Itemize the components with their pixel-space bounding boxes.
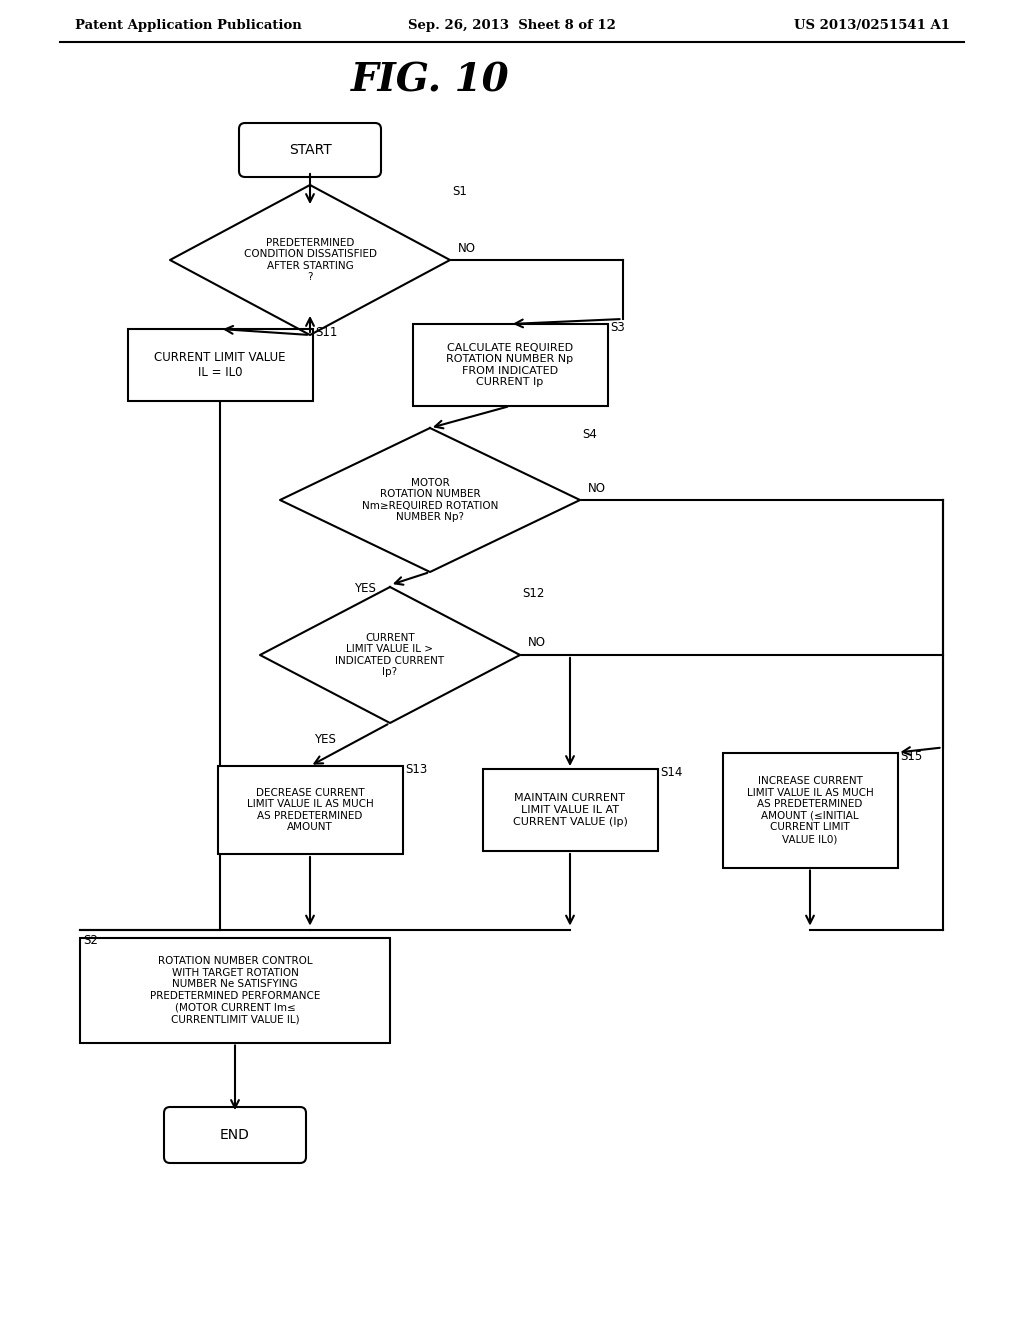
- Text: END: END: [220, 1129, 250, 1142]
- Text: YES: YES: [219, 343, 241, 356]
- Text: ROTATION NUMBER CONTROL
WITH TARGET ROTATION
NUMBER Ne SATISFYING
PREDETERMINED : ROTATION NUMBER CONTROL WITH TARGET ROTA…: [150, 956, 321, 1024]
- Polygon shape: [260, 587, 520, 723]
- Text: S3: S3: [610, 321, 626, 334]
- Text: S1: S1: [452, 185, 467, 198]
- Text: START: START: [289, 143, 332, 157]
- Text: NO: NO: [528, 636, 546, 649]
- Text: S15: S15: [900, 750, 923, 763]
- Text: PREDETERMINED
CONDITION DISSATISFIED
AFTER STARTING
?: PREDETERMINED CONDITION DISSATISFIED AFT…: [244, 238, 377, 282]
- Bar: [80, 937, 390, 1043]
- Bar: [723, 752, 897, 867]
- Text: S13: S13: [406, 763, 428, 776]
- Text: CURRENT LIMIT VALUE
IL = IL0: CURRENT LIMIT VALUE IL = IL0: [155, 351, 286, 379]
- Text: YES: YES: [354, 582, 376, 595]
- FancyBboxPatch shape: [239, 123, 381, 177]
- Text: S12: S12: [522, 587, 545, 601]
- Text: YES: YES: [314, 733, 336, 746]
- Text: S4: S4: [582, 428, 597, 441]
- Bar: [217, 766, 402, 854]
- Text: S14: S14: [660, 766, 683, 779]
- Bar: [413, 323, 607, 407]
- Polygon shape: [280, 428, 580, 572]
- Polygon shape: [170, 185, 450, 335]
- Text: MOTOR
ROTATION NUMBER
Nm≥REQUIRED ROTATION
NUMBER Np?: MOTOR ROTATION NUMBER Nm≥REQUIRED ROTATI…: [361, 478, 499, 523]
- Text: Patent Application Publication: Patent Application Publication: [75, 18, 302, 32]
- Text: S2: S2: [83, 935, 98, 948]
- Text: NO: NO: [458, 242, 476, 255]
- Text: CALCULATE REQUIRED
ROTATION NUMBER Np
FROM INDICATED
CURRENT Ip: CALCULATE REQUIRED ROTATION NUMBER Np FR…: [446, 343, 573, 387]
- FancyBboxPatch shape: [164, 1107, 306, 1163]
- Text: DECREASE CURRENT
LIMIT VALUE IL AS MUCH
AS PREDETERMINED
AMOUNT: DECREASE CURRENT LIMIT VALUE IL AS MUCH …: [247, 788, 374, 833]
- Text: MAINTAIN CURRENT
LIMIT VALUE IL AT
CURRENT VALUE (Ip): MAINTAIN CURRENT LIMIT VALUE IL AT CURRE…: [513, 793, 628, 826]
- Text: CURRENT
LIMIT VALUE IL >
INDICATED CURRENT
Ip?: CURRENT LIMIT VALUE IL > INDICATED CURRE…: [336, 632, 444, 677]
- Bar: [482, 770, 657, 851]
- Text: S11: S11: [315, 326, 338, 339]
- Text: Sep. 26, 2013  Sheet 8 of 12: Sep. 26, 2013 Sheet 8 of 12: [408, 18, 616, 32]
- Text: NO: NO: [588, 482, 606, 495]
- Text: YES: YES: [224, 343, 246, 356]
- Text: INCREASE CURRENT
LIMIT VALUE IL AS MUCH
AS PREDETERMINED
AMOUNT (≤INITIAL
CURREN: INCREASE CURRENT LIMIT VALUE IL AS MUCH …: [746, 776, 873, 843]
- Bar: [128, 329, 312, 401]
- Text: US 2013/0251541 A1: US 2013/0251541 A1: [794, 18, 950, 32]
- Text: FIG. 10: FIG. 10: [350, 61, 509, 99]
